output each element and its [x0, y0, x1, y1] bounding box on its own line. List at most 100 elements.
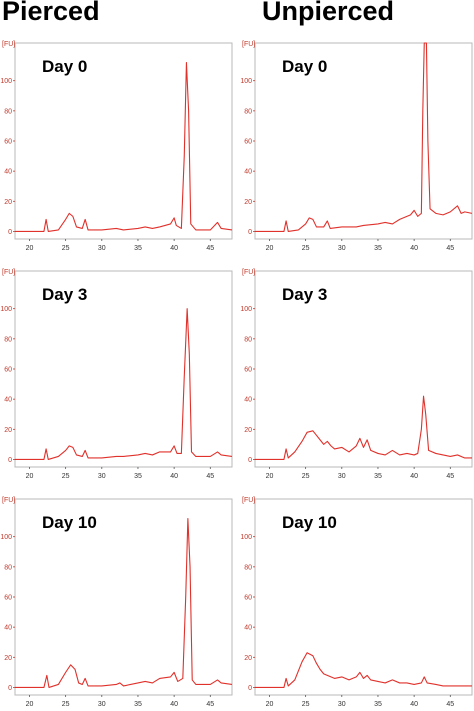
x-tick-label: 40 [170, 701, 178, 708]
day-label: Day 3 [282, 285, 327, 304]
electropherogram-trace [255, 652, 472, 689]
y-axis-label: [FU] [242, 41, 255, 48]
day-label: Day 0 [42, 57, 87, 76]
chart-panel-unpierced-day10: [FU] 0 20 40 60 80 100 20 25 30 35 40 45 Day 10 [240, 492, 473, 710]
y-tick-label: 60 [4, 139, 12, 146]
chart-svg: [FU] 0 20 40 60 80 100 20 25 30 35 40 45 Day 3 [240, 269, 473, 480]
y-tick-label: 0 [248, 457, 252, 464]
y-axis-label: [FU] [242, 497, 255, 504]
y-tick-label: 20 [244, 199, 252, 206]
x-tick-label: 45 [446, 473, 454, 480]
chart-panel-pierced-day0: [FU] 0 20 40 60 80 100 20 25 30 35 40 45 Day 0 [0, 36, 233, 254]
x-tick-label: 20 [26, 245, 34, 252]
y-tick-label: 60 [244, 595, 252, 602]
y-tick-label: 80 [244, 336, 252, 343]
electropherogram-trace [15, 62, 233, 233]
y-tick-label: 0 [8, 457, 12, 464]
plot-frame [254, 498, 473, 696]
chart-panel-unpierced-day0: [FU] 0 20 40 60 80 100 20 25 30 35 40 45 Day 0 [240, 36, 473, 254]
y-tick-label: 100 [0, 534, 12, 541]
plot-frame [254, 270, 473, 468]
y-tick-label: 100 [240, 306, 252, 313]
x-tick-label: 25 [62, 473, 70, 480]
chart-svg: [FU] 0 20 40 60 80 100 20 25 30 35 40 45 Day 0 [0, 41, 233, 252]
y-tick-label: 60 [244, 139, 252, 146]
day-label: Day 0 [282, 57, 327, 76]
chart-svg: [FU] 0 20 40 60 80 100 20 25 30 35 40 45 Day 0 [240, 41, 473, 252]
chart-panel-pierced-day10: [FU] 0 20 40 60 80 100 20 25 30 35 40 45 Day 10 [0, 492, 233, 710]
chart-svg: [FU] 0 20 40 60 80 100 20 25 30 35 40 45 Day 3 [0, 269, 233, 480]
y-tick-label: 0 [248, 685, 252, 692]
y-tick-label: 80 [244, 564, 252, 571]
x-tick-label: 20 [26, 701, 34, 708]
chart-svg: [FU] 0 20 40 60 80 100 20 25 30 35 40 45 Day 10 [0, 497, 233, 708]
x-tick-label: 40 [170, 473, 178, 480]
x-tick-label: 35 [374, 473, 382, 480]
y-tick-label: 60 [244, 367, 252, 374]
y-tick-label: 20 [4, 655, 12, 662]
x-tick-label: 30 [98, 245, 106, 252]
electropherogram-trace [255, 42, 473, 233]
x-tick-label: 20 [266, 701, 274, 708]
y-axis-label: [FU] [2, 269, 15, 276]
x-tick-label: 40 [410, 701, 418, 708]
column-title-pierced: Pierced [2, 0, 100, 26]
x-tick-label: 40 [170, 245, 178, 252]
x-tick-label: 25 [302, 473, 310, 480]
y-tick-label: 40 [4, 625, 12, 632]
x-tick-label: 45 [446, 701, 454, 708]
chart-svg: [FU] 0 20 40 60 80 100 20 25 30 35 40 45 Day 10 [240, 497, 473, 708]
x-tick-label: 30 [98, 473, 106, 480]
y-axis-label: [FU] [2, 497, 15, 504]
day-label: Day 10 [42, 513, 97, 532]
y-tick-label: 0 [8, 229, 12, 236]
x-tick-label: 25 [62, 701, 70, 708]
y-axis-label: [FU] [2, 41, 15, 48]
y-tick-label: 0 [8, 685, 12, 692]
x-tick-label: 35 [134, 701, 142, 708]
day-label: Day 3 [42, 285, 87, 304]
x-tick-label: 40 [410, 473, 418, 480]
x-tick-label: 35 [134, 245, 142, 252]
x-tick-label: 30 [338, 245, 346, 252]
y-axis-label: [FU] [242, 269, 255, 276]
y-tick-label: 20 [244, 427, 252, 434]
x-tick-label: 35 [374, 701, 382, 708]
y-tick-label: 60 [4, 595, 12, 602]
y-tick-label: 40 [4, 169, 12, 176]
electropherogram-trace [15, 308, 233, 461]
y-tick-label: 20 [244, 655, 252, 662]
x-tick-label: 35 [374, 245, 382, 252]
y-tick-label: 60 [4, 367, 12, 374]
y-tick-label: 40 [244, 169, 252, 176]
chart-panel-pierced-day3: [FU] 0 20 40 60 80 100 20 25 30 35 40 45 Day 3 [0, 264, 233, 482]
column-title-unpierced: Unpierced [262, 0, 395, 26]
y-tick-label: 80 [4, 336, 12, 343]
y-tick-label: 40 [244, 397, 252, 404]
electropherogram-trace [15, 518, 233, 689]
y-tick-label: 40 [4, 397, 12, 404]
x-tick-label: 30 [338, 473, 346, 480]
day-label: Day 10 [282, 513, 337, 532]
y-tick-label: 100 [0, 78, 12, 85]
y-tick-label: 100 [0, 306, 12, 313]
x-tick-label: 35 [134, 473, 142, 480]
x-tick-label: 25 [302, 701, 310, 708]
plot-frame [254, 42, 473, 240]
x-tick-label: 20 [26, 473, 34, 480]
y-tick-label: 80 [4, 108, 12, 115]
plot-frame [14, 498, 233, 696]
electropherogram-trace [255, 395, 472, 461]
x-tick-label: 45 [446, 245, 454, 252]
x-tick-label: 20 [266, 245, 274, 252]
y-tick-label: 80 [4, 564, 12, 571]
y-tick-label: 100 [240, 534, 252, 541]
chart-panel-unpierced-day3: [FU] 0 20 40 60 80 100 20 25 30 35 40 45 Day 3 [240, 264, 473, 482]
y-tick-label: 0 [248, 229, 252, 236]
x-tick-label: 45 [206, 245, 214, 252]
x-tick-label: 25 [62, 245, 70, 252]
y-tick-label: 80 [244, 108, 252, 115]
x-tick-label: 20 [266, 473, 274, 480]
y-tick-label: 20 [4, 427, 12, 434]
x-tick-label: 45 [206, 473, 214, 480]
